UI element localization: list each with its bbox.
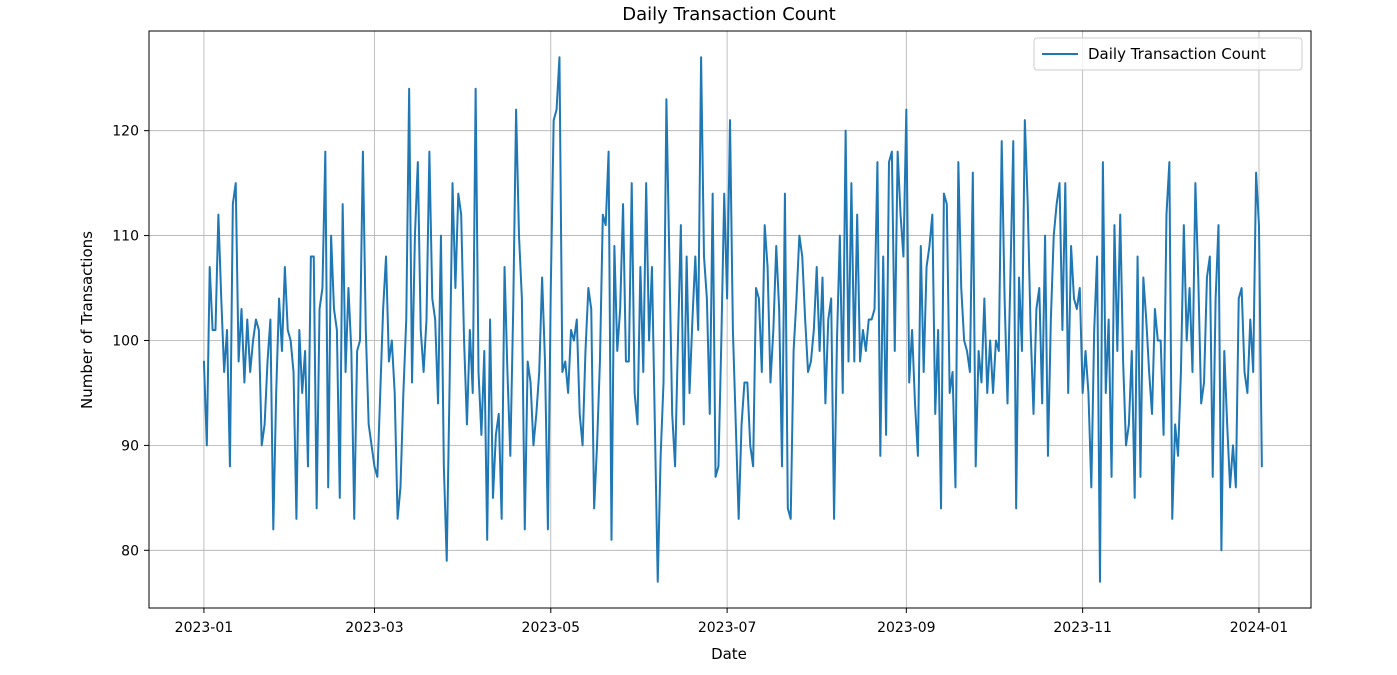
legend: Daily Transaction Count <box>1033 37 1303 71</box>
x-tick-label: 2023-05 <box>522 620 581 636</box>
y-tick-label: 100 <box>112 333 139 349</box>
series-layer <box>202 56 1263 583</box>
legend-label: Daily Transaction Count <box>1088 45 1266 63</box>
y-tick-label: 80 <box>121 543 139 559</box>
x-axis-label: Date <box>711 645 747 663</box>
x-tick-label: 2023-07 <box>698 620 757 636</box>
x-tick-label: 2023-09 <box>877 620 936 636</box>
legend-box <box>1033 37 1303 71</box>
plot-area-frame <box>148 30 1312 609</box>
y-axis-label: Number of Transactions <box>78 231 96 409</box>
y-tick-label: 120 <box>112 124 139 140</box>
series-line-0 <box>202 56 1263 583</box>
y-tick-label: 110 <box>112 229 139 245</box>
x-tick-label: 2023-01 <box>175 620 234 636</box>
y-axis-ticks: 80 90 100 110 120 <box>112 124 149 559</box>
y-tick-label: 90 <box>121 438 139 454</box>
x-axis-ticks: 2023-01 2023-03 2023-05 2023-07 2023-09 2023-… <box>175 608 1289 636</box>
x-tick-label: 2023-11 <box>1053 620 1112 636</box>
x-tick-label: 2024-01 <box>1230 620 1289 636</box>
x-tick-label: 2023-03 <box>345 620 404 636</box>
chart-title: Daily Transaction Count <box>622 4 835 25</box>
